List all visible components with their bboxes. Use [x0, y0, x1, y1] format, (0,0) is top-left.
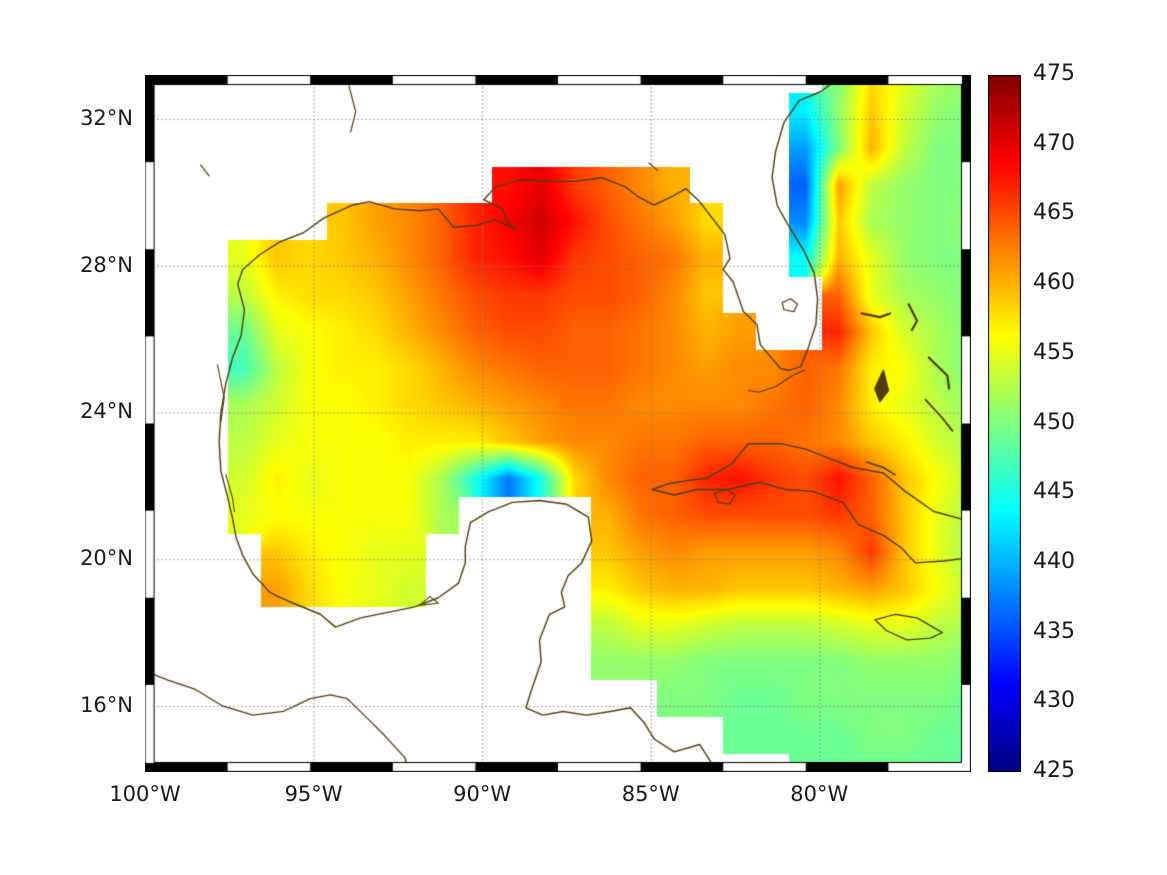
y-tick-label: 28°N [80, 252, 133, 277]
x-tick-label: 80°W [790, 782, 849, 806]
x-tick-label: 85°W [621, 782, 680, 806]
colorbar-tick-label: 465 [1033, 200, 1075, 226]
map-canvas [145, 75, 971, 772]
colorbar-canvas [988, 75, 1021, 772]
y-tick-label: 16°N [80, 692, 133, 717]
colorbar-tick-label: 475 [1033, 61, 1075, 86]
x-tick-label: 95°W [284, 782, 343, 806]
y-tick-label: 20°N [80, 546, 133, 571]
colorbar-tick-label: 455 [1033, 339, 1075, 365]
x-tick-label: 90°W [453, 782, 512, 806]
x-tick-label: 100°W [109, 782, 181, 806]
colorbar-tick-label: 470 [1033, 130, 1075, 156]
colorbar-tick-label: 430 [1033, 688, 1075, 714]
colorbar-tick-label: 440 [1033, 548, 1075, 574]
y-tick-label: 24°N [80, 399, 133, 424]
colorbar-tick-label: 435 [1033, 618, 1075, 644]
colorbar-tick-label: 425 [1033, 758, 1075, 783]
y-tick-label: 32°N [80, 106, 133, 131]
colorbar-tick-label: 445 [1033, 479, 1075, 505]
colorbar-tick-label: 460 [1033, 270, 1075, 296]
colorbar-tick-label: 450 [1033, 409, 1075, 435]
